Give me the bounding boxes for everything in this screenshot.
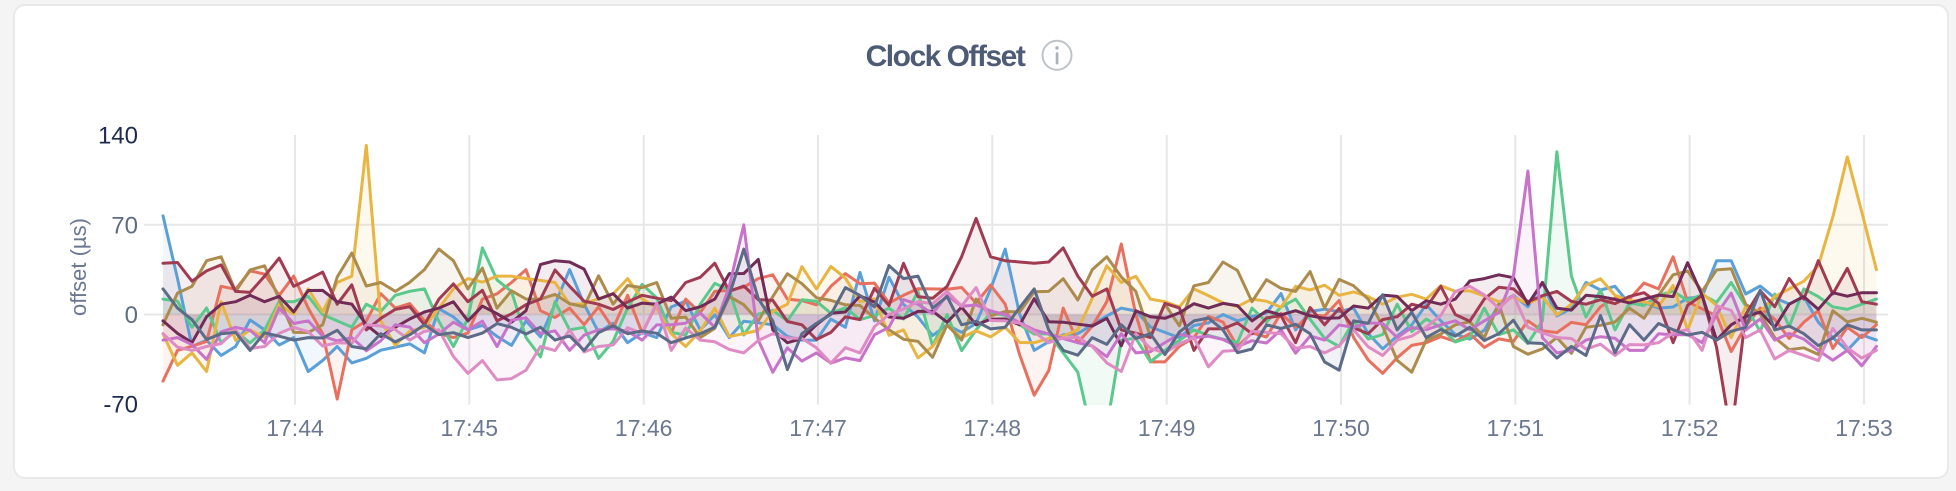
svg-text:17:49: 17:49 <box>1138 415 1196 441</box>
svg-text:17:53: 17:53 <box>1835 415 1893 441</box>
svg-text:17:50: 17:50 <box>1312 415 1370 441</box>
svg-text:17:45: 17:45 <box>441 415 499 441</box>
svg-text:17:44: 17:44 <box>266 415 324 441</box>
svg-text:17:46: 17:46 <box>615 415 673 441</box>
svg-text:17:51: 17:51 <box>1487 415 1545 441</box>
svg-text:0: 0 <box>125 302 138 329</box>
svg-text:140: 140 <box>98 123 138 150</box>
svg-text:17:47: 17:47 <box>789 415 847 441</box>
svg-text:offset (µs): offset (µs) <box>66 218 91 316</box>
svg-text:17:52: 17:52 <box>1661 415 1719 441</box>
svg-text:17:48: 17:48 <box>964 415 1022 441</box>
svg-text:70: 70 <box>111 212 138 239</box>
svg-text:-70: -70 <box>103 392 138 419</box>
svg-text:Clock Offset: Clock Offset <box>866 40 1026 73</box>
